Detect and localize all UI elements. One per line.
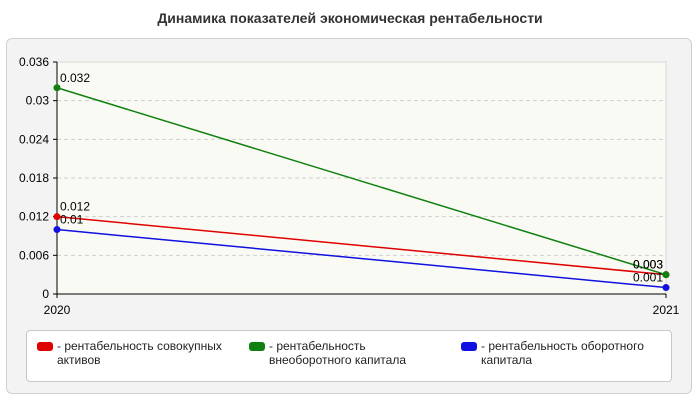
- data-label: 0.01: [60, 213, 84, 227]
- y-tick-label: 0.036: [19, 55, 49, 69]
- x-tick-label: 2021: [653, 303, 680, 317]
- data-point: [662, 271, 670, 279]
- data-label: 0.001: [633, 271, 663, 285]
- legend-swatch: [37, 342, 53, 351]
- series-line: [56, 87, 667, 276]
- y-tick-label: 0.024: [19, 132, 49, 146]
- y-tick-label: 0.006: [19, 248, 49, 262]
- y-tick-labels: 0 0.006 0.012 0.018 0.024 0.03 0.036: [19, 55, 57, 301]
- series-group: [53, 84, 670, 292]
- data-point: [53, 226, 61, 234]
- legend-swatch: [461, 342, 477, 351]
- series-line: [56, 215, 667, 276]
- legend-item-non-current-capital: - рентабельность внеоборотного капитала: [239, 339, 451, 367]
- data-point: [662, 284, 670, 292]
- data-point: [53, 213, 61, 221]
- legend-swatch: [249, 342, 265, 351]
- data-label: 0.032: [60, 71, 90, 85]
- y-tick-label: 0: [42, 287, 49, 301]
- chart-title: Динамика показателей экономическая рента…: [157, 10, 543, 26]
- y-tick-label: 0.03: [26, 94, 50, 108]
- legend-label: - рентабельность совокупных активов: [57, 339, 222, 367]
- legend-item-total-assets: - рентабельность совокупных активов: [27, 339, 239, 367]
- data-label: 0.003: [633, 258, 663, 272]
- series-line: [56, 228, 667, 289]
- legend: - рентабельность совокупных активов - ре…: [26, 330, 672, 382]
- legend-label: - рентабельность внеоборотного капитала: [269, 339, 406, 367]
- legend-item-working-capital: - рентабельность оборотного капитала: [451, 339, 663, 367]
- data-label: 0.012: [60, 200, 90, 214]
- data-point: [53, 84, 61, 92]
- y-tick-label: 0.018: [19, 171, 49, 185]
- data-label: 0.003: [633, 258, 663, 272]
- x-tick-labels: 2020 2021: [44, 294, 680, 317]
- grid-lines: [57, 100, 666, 256]
- y-tick-label: 0.012: [19, 210, 49, 224]
- legend-label: - рентабельность оборотного капитала: [481, 339, 644, 367]
- x-tick-label: 2020: [44, 303, 71, 317]
